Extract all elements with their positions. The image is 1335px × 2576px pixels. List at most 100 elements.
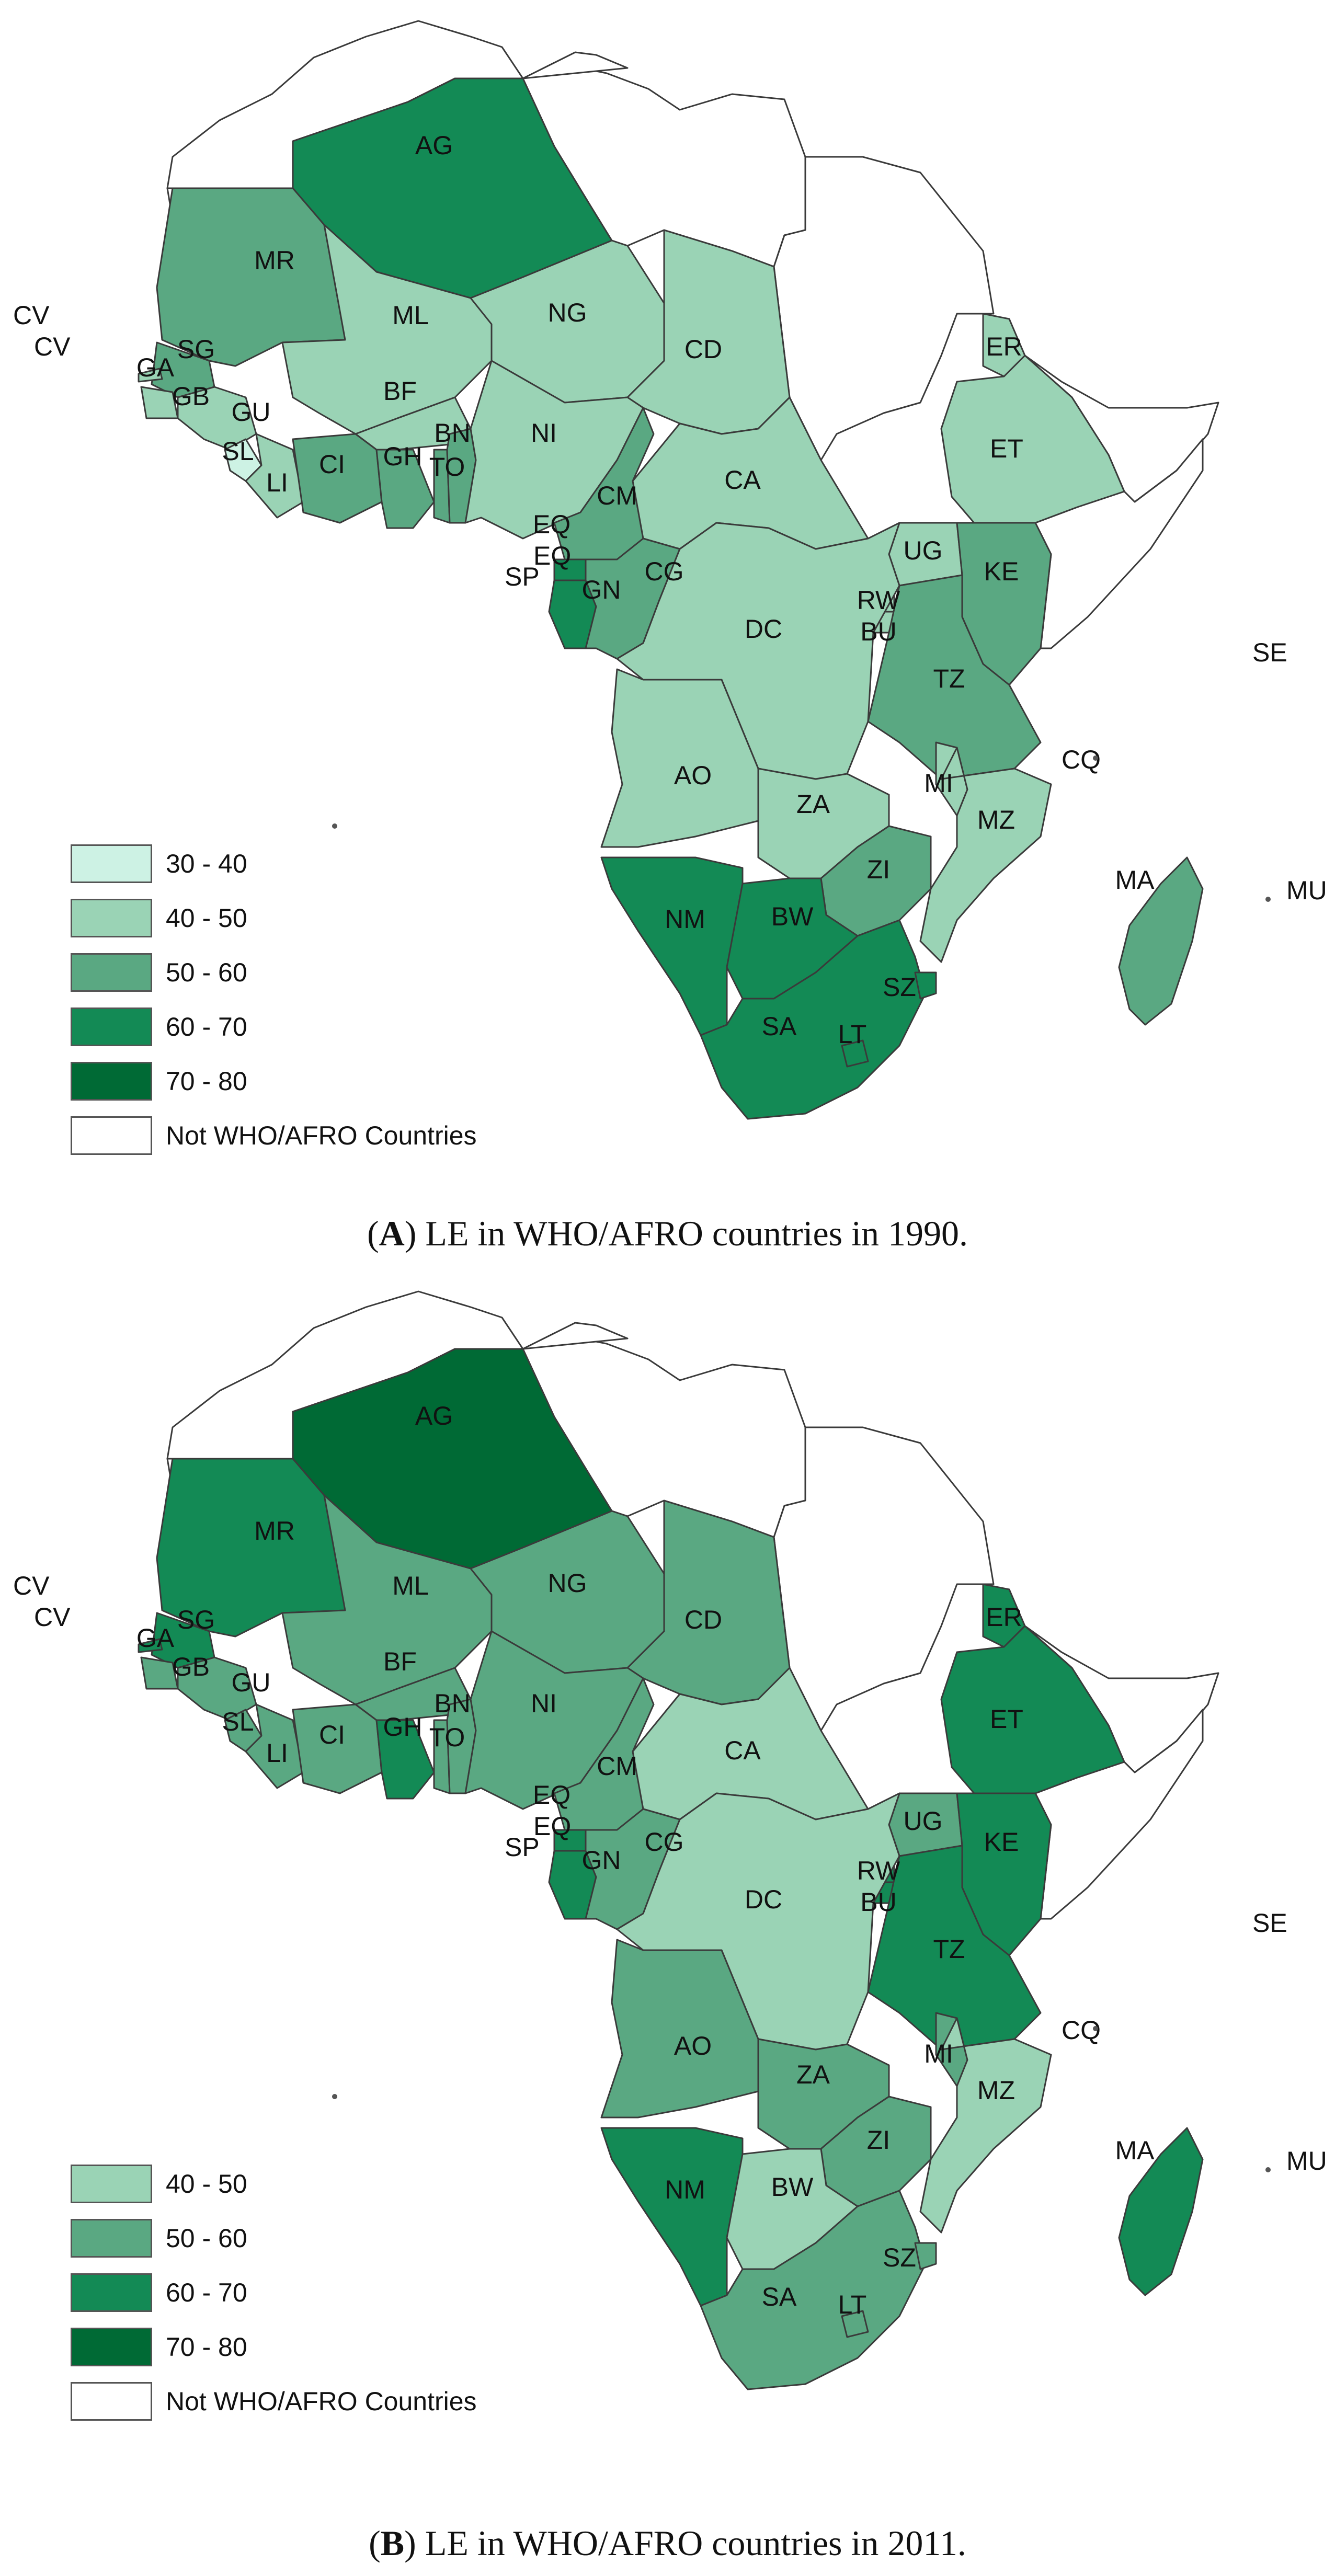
country-ma xyxy=(1118,856,1204,1026)
legend-swatch xyxy=(71,2382,152,2421)
non-afro-region xyxy=(773,156,995,461)
country-label-sa: SA xyxy=(762,1012,797,1041)
country-label-cm: CM xyxy=(597,1751,637,1781)
legend-swatch xyxy=(71,2273,152,2312)
country-li xyxy=(245,1703,304,1789)
country-label-zi: ZI xyxy=(867,855,890,884)
legend-item: 60 - 70 xyxy=(71,2273,594,2328)
country-label-mu: MU xyxy=(1286,2146,1327,2176)
country-label-ga: GA xyxy=(136,353,175,382)
legend-label: 70 - 80 xyxy=(166,2332,247,2362)
country-label-sl: SL xyxy=(222,437,254,466)
country-ga xyxy=(138,368,163,383)
country-tz xyxy=(867,1845,1042,2051)
country-sz xyxy=(914,971,937,1000)
country-label-ma: MA xyxy=(1115,865,1155,895)
caption-letter: B xyxy=(380,2523,405,2563)
country-label-ci: CI xyxy=(319,1720,345,1749)
country-label-cv: CV xyxy=(34,332,71,361)
country-ga xyxy=(138,1638,163,1653)
legend-item: 50 - 60 xyxy=(71,2219,594,2273)
country-label-ug: UG xyxy=(904,1806,943,1836)
country-label-sz: SZ xyxy=(883,972,916,1002)
country-tz xyxy=(867,574,1042,780)
island-dot xyxy=(1093,2026,1098,2031)
legend-item: 30 - 40 xyxy=(71,844,594,899)
country-label-se: SE xyxy=(1252,1908,1287,1938)
legend-swatch xyxy=(71,844,152,883)
caption-text: LE in WHO/AFRO countries in 1990. xyxy=(425,1213,968,1253)
country-li xyxy=(245,433,304,519)
legend-swatch xyxy=(71,953,152,992)
country-label-ng: NG xyxy=(548,298,587,327)
country-gh xyxy=(375,1719,435,1800)
country-label-bw: BW xyxy=(771,2172,814,2202)
country-label-cv: CV xyxy=(13,1571,50,1600)
country-label-et: ET xyxy=(990,1704,1023,1734)
country-label-cg: CG xyxy=(645,557,684,586)
country-label-rw: RW xyxy=(857,586,900,615)
country-label-cg: CG xyxy=(645,1827,684,1857)
country-label-bf: BF xyxy=(383,1647,417,1676)
country-label-mr: MR xyxy=(254,1516,295,1545)
caption-text: LE in WHO/AFRO countries in 2011. xyxy=(425,2523,966,2563)
country-label-ag: AG xyxy=(415,1401,453,1430)
country-sz xyxy=(914,2242,937,2270)
legend-label: 60 - 70 xyxy=(166,2278,247,2307)
legend-item: Not WHO/AFRO Countries xyxy=(71,1116,594,1171)
country-label-ke: KE xyxy=(984,557,1019,586)
country-ao xyxy=(600,668,759,848)
country-label-tz: TZ xyxy=(933,664,965,693)
country-label-ca: CA xyxy=(724,465,761,495)
country-label-li: LI xyxy=(266,468,288,497)
legend-swatch xyxy=(71,1007,152,1046)
country-label-lt: LT xyxy=(838,1020,867,1049)
island-dot xyxy=(1093,755,1098,761)
country-label-cv: CV xyxy=(34,1602,71,1632)
country-label-se: SE xyxy=(1252,638,1287,667)
country-mz xyxy=(919,747,1052,963)
legend-label: 50 - 60 xyxy=(166,2224,247,2253)
legend-label: 50 - 60 xyxy=(166,958,247,987)
country-label-bu: BU xyxy=(860,1887,896,1917)
island-dot xyxy=(332,823,337,829)
country-label-gn: GN xyxy=(582,575,621,604)
non-afro-region xyxy=(522,1322,629,1350)
country-label-cd: CD xyxy=(684,1605,722,1634)
country-label-sp: SP xyxy=(505,1833,540,1862)
country-label-nm: NM xyxy=(665,905,705,934)
country-nm xyxy=(600,2127,744,2307)
country-label-ml: ML xyxy=(392,1571,428,1600)
country-label-ga: GA xyxy=(136,1623,175,1653)
country-label-gh: GH xyxy=(383,1712,423,1742)
country-label-za: ZA xyxy=(796,789,830,819)
country-mr xyxy=(156,187,346,367)
country-label-dc: DC xyxy=(745,614,782,644)
legend-label: 30 - 40 xyxy=(166,849,247,878)
country-sa xyxy=(700,2190,927,2390)
caption-letter: A xyxy=(379,1213,405,1253)
country-label-mi: MI xyxy=(924,769,953,798)
country-label-cv: CV xyxy=(13,301,50,330)
legend-item: 70 - 80 xyxy=(71,1062,594,1116)
country-label-gb: GB xyxy=(172,1652,210,1681)
country-label-er: ER xyxy=(986,332,1022,361)
caption-1990: (A) LE in WHO/AFRO countries in 1990. xyxy=(367,1213,968,1253)
legend-swatch xyxy=(71,2219,152,2258)
country-label-et: ET xyxy=(990,434,1023,463)
map-panel-2011: AG MR ML NG CD ER ET SG GA GB GU SL LI CI BF GH TO BN NI CM… xyxy=(0,1270,1335,2563)
legend-swatch xyxy=(71,1062,152,1101)
country-label-ug: UG xyxy=(904,536,943,565)
country-gh xyxy=(375,449,435,529)
country-label-mi: MI xyxy=(924,2039,953,2068)
island-dot xyxy=(332,2094,337,2099)
island-dot xyxy=(1265,897,1271,902)
country-label-ml: ML xyxy=(392,301,428,330)
country-et xyxy=(940,1625,1125,1805)
country-label-rw: RW xyxy=(857,1856,900,1885)
legend-item: 40 - 50 xyxy=(71,899,594,953)
island-dot xyxy=(1265,2167,1271,2172)
country-label-bn: BN xyxy=(434,418,470,448)
country-label-to: TO xyxy=(429,452,465,482)
non-afro-region xyxy=(773,1426,995,1732)
